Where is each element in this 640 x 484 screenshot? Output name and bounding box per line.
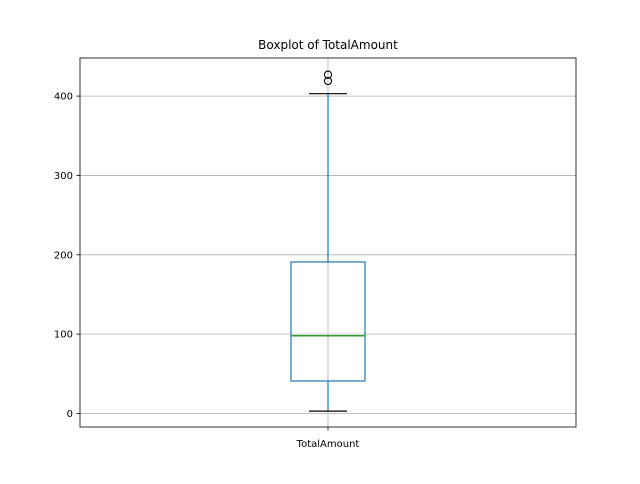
y-tick-label: 400 bbox=[54, 92, 73, 103]
outlier-point bbox=[323, 76, 333, 86]
plot-frame bbox=[79, 57, 577, 428]
chart-title: Boxplot of TotalAmount bbox=[258, 38, 398, 52]
y-tick-label: 0 bbox=[67, 409, 73, 420]
x-tick-label: TotalAmount bbox=[296, 439, 360, 450]
y-tick-label: 200 bbox=[54, 250, 73, 261]
box-layer bbox=[290, 70, 366, 412]
y-tick-label: 300 bbox=[54, 171, 73, 182]
y-tick-label: 100 bbox=[54, 330, 73, 341]
outlier-point bbox=[323, 70, 333, 79]
iqr-box bbox=[290, 261, 366, 382]
axis-layer: 0 100 200 300 400 TotalAmount bbox=[54, 92, 359, 450]
